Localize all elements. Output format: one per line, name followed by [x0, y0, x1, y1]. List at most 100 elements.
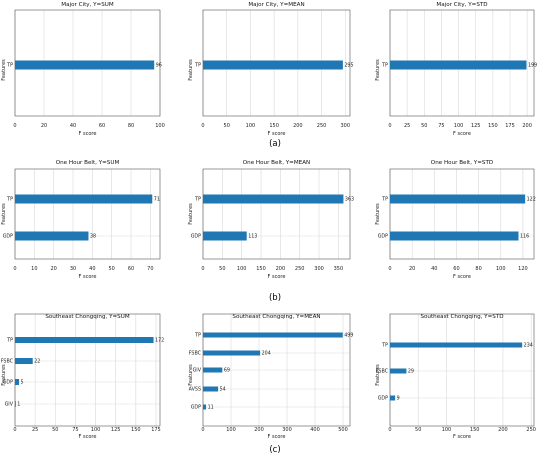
y-axis-label: Features [375, 364, 381, 386]
bar-tp [390, 60, 527, 70]
x-axis-label: F score [453, 274, 471, 280]
y-tick-label: GDP [191, 405, 201, 411]
y-tick-label: GDP [3, 234, 13, 240]
chart-panel-4: 0 10 20 30 40 50 60 70 One Hour Belt, Y=SUM F sco… [1, 160, 161, 280]
bar-giv [203, 367, 223, 373]
x-tick-label: 200 [254, 427, 264, 433]
x-axis-label: F score [453, 434, 471, 440]
x-tick-label: 200 [522, 123, 532, 129]
x-tick-label: 500 [338, 427, 348, 433]
chart-panel-1: 0 20 40 60 80 100 Major City, Y=SUM F score Feat… [1, 2, 165, 137]
chart-panel-5: 0 50 100 150 200 250 300 350 One Hour Belt, Y=ME… [188, 160, 354, 280]
x-tick-label: 400 [310, 427, 320, 433]
bar-giv [15, 401, 16, 407]
bar-tp [390, 194, 526, 204]
y-axis-label: Features [188, 203, 194, 225]
x-tick-label: 0 [388, 123, 391, 129]
y-axis-label: Features [188, 364, 194, 386]
y-tick-label: GDP [3, 380, 13, 386]
bar-gdp [15, 379, 20, 385]
x-tick-label: 100 [442, 427, 452, 433]
chart-title: Southeast Chongqing, Y=MEAN [232, 314, 320, 320]
y-tick-label: TP [194, 197, 201, 203]
x-tick-label: 175 [151, 427, 161, 433]
x-tick-label: 0 [13, 123, 16, 129]
x-tick-label: 75 [72, 427, 78, 433]
bar-tp [390, 342, 523, 348]
x-tick-label: 250 [295, 266, 305, 272]
chart-title: One Hour Belt, Y=SUM [56, 160, 120, 166]
y-tick-label: GIV [5, 402, 14, 408]
x-axis-label: F score [268, 274, 286, 280]
x-tick-label: 100 [226, 427, 236, 433]
chart-title: Southeast Chongqing, Y=SUM [45, 314, 129, 320]
data-label: 363 [345, 197, 354, 203]
plot-frame [14, 313, 161, 427]
chart-title: Major City, Y=MEAN [248, 2, 304, 8]
bar-avss [203, 386, 219, 392]
data-label: 5 [21, 380, 24, 386]
bar-gdp [203, 404, 207, 410]
x-tick-label: 0 [388, 427, 391, 433]
y-tick-label: GDP [191, 234, 201, 240]
x-tick-label: 20 [41, 123, 47, 129]
x-tick-label: 70 [147, 266, 153, 272]
y-tick-label: TP [381, 63, 388, 69]
x-axis-label: F score [268, 131, 286, 137]
chart-title: One Hour Belt, Y=STD [431, 160, 493, 166]
data-label: 22 [34, 359, 40, 365]
y-tick-label: TP [194, 63, 201, 69]
x-tick-label: 100 [454, 123, 464, 129]
y-tick-label: FSBC [1, 359, 14, 365]
data-label: 96 [156, 63, 162, 69]
data-label: 1 [17, 402, 20, 408]
plot-frame [202, 168, 351, 260]
x-axis-label: F score [453, 131, 471, 137]
figure-label: (c) [269, 445, 280, 455]
chart-panel-2: 0 50 100 150 200 250 300 Major City, Y=MEAN F sc… [188, 2, 354, 137]
chart-title: Major City, Y=STD [436, 2, 487, 8]
x-axis-label: F score [79, 131, 97, 137]
y-tick-label: GIV [193, 368, 202, 374]
bar-fsbc [203, 350, 261, 356]
y-tick-label: FSBC [376, 369, 389, 375]
y-tick-label: AVSS [189, 387, 201, 393]
chart-panel-9: 0 50 100 150 200 250 Southeast Chongqing, Y=ST… [375, 313, 536, 440]
chart-title: Southeast Chongqing, Y=STD [420, 314, 503, 320]
data-label: 499 [344, 333, 353, 339]
x-tick-label: 40 [89, 266, 95, 272]
x-tick-label: 50 [219, 266, 225, 272]
data-label: 234 [524, 343, 533, 349]
y-axis-label: Features [1, 364, 7, 386]
bar-tp [15, 194, 153, 204]
x-tick-label: 0 [388, 266, 391, 272]
bar-fsbc [15, 358, 33, 364]
y-tick-label: TP [194, 333, 201, 339]
x-tick-label: 60 [99, 123, 105, 129]
x-tick-label: 100 [246, 123, 256, 129]
x-tick-label: 100 [496, 266, 506, 272]
x-tick-label: 300 [314, 266, 324, 272]
bar-gdp [15, 231, 89, 241]
x-tick-label: 150 [488, 123, 498, 129]
x-tick-label: 100 [155, 123, 165, 129]
x-tick-label: 25 [32, 427, 38, 433]
chart-panel-8: 0 100 200 300 400 500 Southeast Chongqing, Y=M… [188, 313, 353, 440]
x-tick-label: 0 [201, 266, 204, 272]
bar-gdp [390, 395, 396, 401]
x-tick-label: 150 [131, 427, 141, 433]
x-tick-label: 0 [13, 427, 16, 433]
x-tick-label: 125 [111, 427, 121, 433]
chart-title: One Hour Belt, Y=MEAN [243, 160, 310, 166]
x-tick-label: 10 [31, 266, 37, 272]
x-tick-label: 0 [201, 427, 204, 433]
x-tick-label: 175 [505, 123, 515, 129]
x-tick-label: 60 [453, 266, 459, 272]
x-tick-label: 300 [340, 123, 350, 129]
data-label: 9 [397, 396, 400, 402]
data-label: 11 [208, 405, 214, 411]
y-axis-label: Features [188, 59, 194, 81]
data-label: 172 [155, 338, 164, 344]
x-tick-label: 200 [276, 266, 286, 272]
x-tick-label: 50 [108, 266, 114, 272]
